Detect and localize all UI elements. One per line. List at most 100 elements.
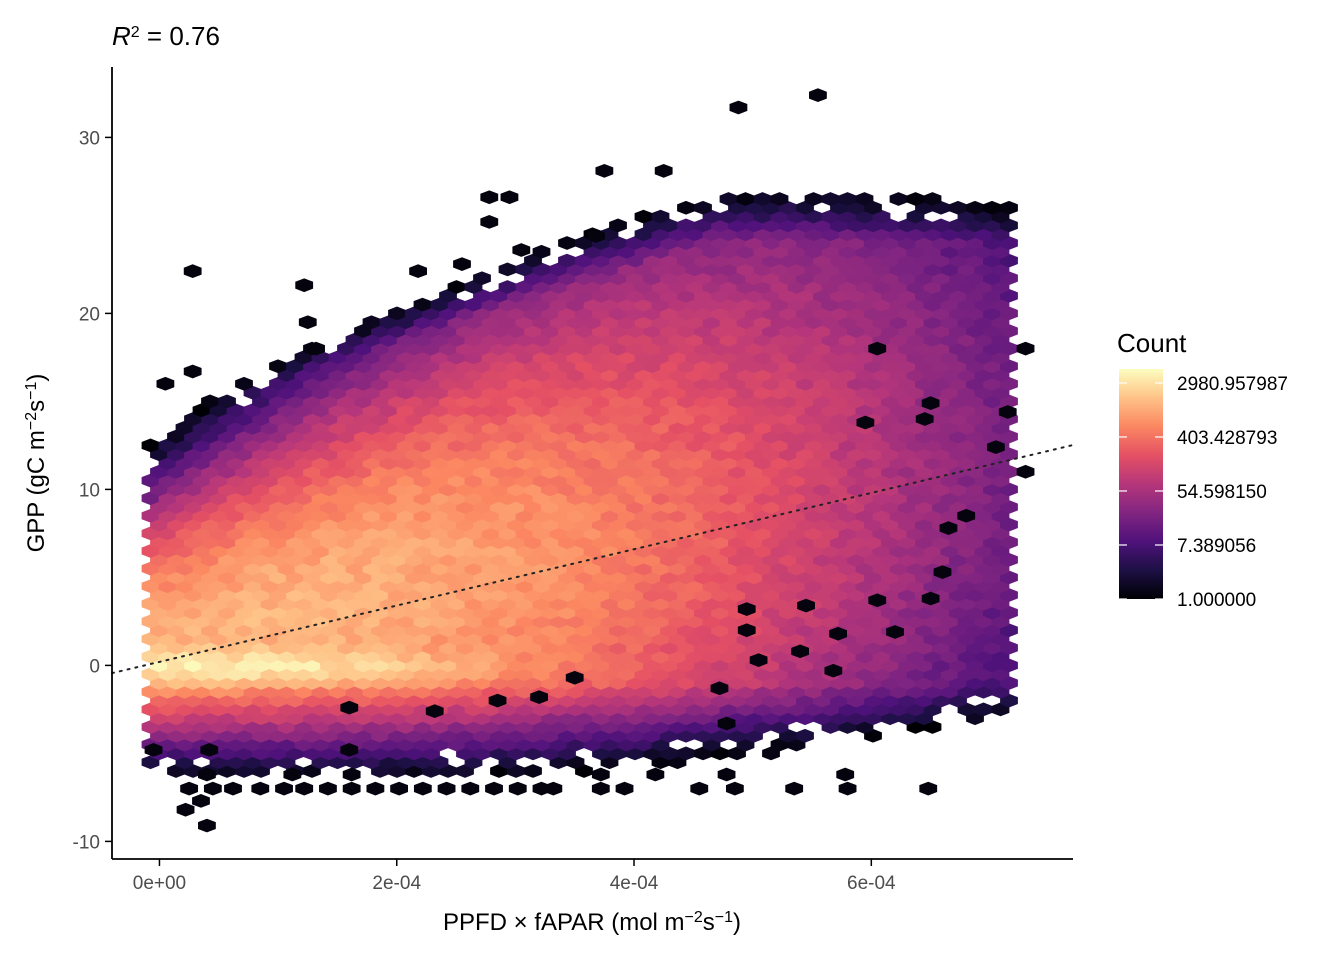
hex-cell xyxy=(1000,306,1018,321)
hex-cell xyxy=(736,385,755,400)
hex-cell xyxy=(838,438,857,453)
hex-cell xyxy=(592,341,610,356)
hex-cell xyxy=(770,596,789,611)
hex-cell xyxy=(694,552,712,567)
hex-cell xyxy=(787,456,806,470)
hex-cell xyxy=(413,438,432,453)
hex-cell xyxy=(719,244,738,259)
hex-cell xyxy=(804,649,823,664)
hex-cell xyxy=(728,306,746,321)
hex-cell xyxy=(668,561,687,576)
hex-cell xyxy=(753,315,772,330)
hex-cell xyxy=(753,297,772,312)
hex-cell xyxy=(651,420,670,435)
hex-cell xyxy=(719,526,738,541)
hex-cell xyxy=(422,482,440,497)
hex-cell xyxy=(201,676,219,690)
hex-cell xyxy=(235,605,253,620)
hex-cell xyxy=(677,570,695,585)
hex-cell xyxy=(940,473,959,488)
hex-cell xyxy=(634,209,653,224)
hex-cell xyxy=(838,244,857,259)
hex-cell xyxy=(320,658,338,673)
hex-cell xyxy=(881,447,899,462)
hex-cell-outlier xyxy=(156,376,175,391)
hex-cell xyxy=(855,350,874,365)
hex-cell xyxy=(388,570,406,585)
hex-cell xyxy=(677,412,695,426)
hex-cell xyxy=(549,632,568,646)
hex-cell xyxy=(167,447,185,462)
hex-cell xyxy=(600,526,619,541)
hex-cell xyxy=(320,394,338,409)
hex-cell xyxy=(719,227,738,242)
hex-cell xyxy=(804,192,823,206)
hex-cell xyxy=(940,297,959,312)
hex-cell xyxy=(855,667,874,682)
hex-cell xyxy=(1000,429,1018,444)
hex-cell xyxy=(371,640,389,655)
hex-cell xyxy=(932,447,950,462)
hex-cell xyxy=(167,764,185,778)
hex-cell xyxy=(991,473,1010,488)
hex-cell xyxy=(770,649,789,664)
hex-cell xyxy=(906,579,925,594)
hex-cell xyxy=(320,464,338,479)
hex-cell xyxy=(872,473,891,488)
hex-cell xyxy=(813,500,831,514)
hex-cell xyxy=(838,262,857,277)
hex-cell xyxy=(796,271,814,286)
hex-cell xyxy=(549,614,568,629)
hex-cell xyxy=(983,535,1001,550)
hex-cell xyxy=(966,640,984,655)
hex-cell xyxy=(906,561,925,576)
hex-cell xyxy=(957,473,976,488)
hex-cell xyxy=(566,350,585,365)
hex-cell xyxy=(243,438,262,453)
hex-cell xyxy=(532,544,551,558)
hex-cell xyxy=(515,297,534,312)
hex-cell-outlier xyxy=(654,163,673,178)
hex-cell xyxy=(753,614,772,629)
hex-cell xyxy=(711,394,729,409)
hex-cell xyxy=(524,482,542,497)
hex-cell xyxy=(422,693,440,708)
hex-cell xyxy=(609,552,627,567)
hex-cell xyxy=(430,368,449,382)
hex-cell xyxy=(906,544,925,558)
hex-cell xyxy=(898,464,916,479)
hex-cell xyxy=(881,306,899,321)
hex-cell xyxy=(396,491,415,506)
hex-cell xyxy=(889,456,908,470)
hex-cell xyxy=(889,192,908,206)
hex-cell-outlier xyxy=(591,767,610,782)
hex-cell-outlier xyxy=(957,508,976,523)
hex-cell xyxy=(813,693,831,708)
hex-cell xyxy=(541,271,559,286)
hex-cell xyxy=(855,684,874,699)
hex-cell xyxy=(736,438,755,453)
hex-cell xyxy=(600,508,619,523)
hex-cell xyxy=(855,262,874,277)
hex-cell xyxy=(617,420,636,435)
hex-cell xyxy=(473,429,491,444)
hex-cell xyxy=(481,403,500,418)
hex-cell xyxy=(609,728,627,743)
hex-cell xyxy=(762,640,780,655)
hex-cell xyxy=(184,517,202,532)
hex-cell xyxy=(439,588,457,602)
hex-cell xyxy=(371,341,389,356)
hex-cell xyxy=(286,676,304,690)
hex-cell xyxy=(320,605,338,620)
hex-cell xyxy=(609,640,627,655)
hex-cell xyxy=(634,262,653,277)
hex-cell xyxy=(354,658,372,673)
hex-cell xyxy=(150,447,168,462)
hex-cell xyxy=(847,640,865,655)
hex-cell xyxy=(201,464,219,479)
hex-cell xyxy=(855,456,874,470)
hex-cell xyxy=(745,218,763,233)
hex-cell xyxy=(643,429,661,444)
hex-cell xyxy=(966,623,984,638)
hex-cell xyxy=(141,684,160,699)
